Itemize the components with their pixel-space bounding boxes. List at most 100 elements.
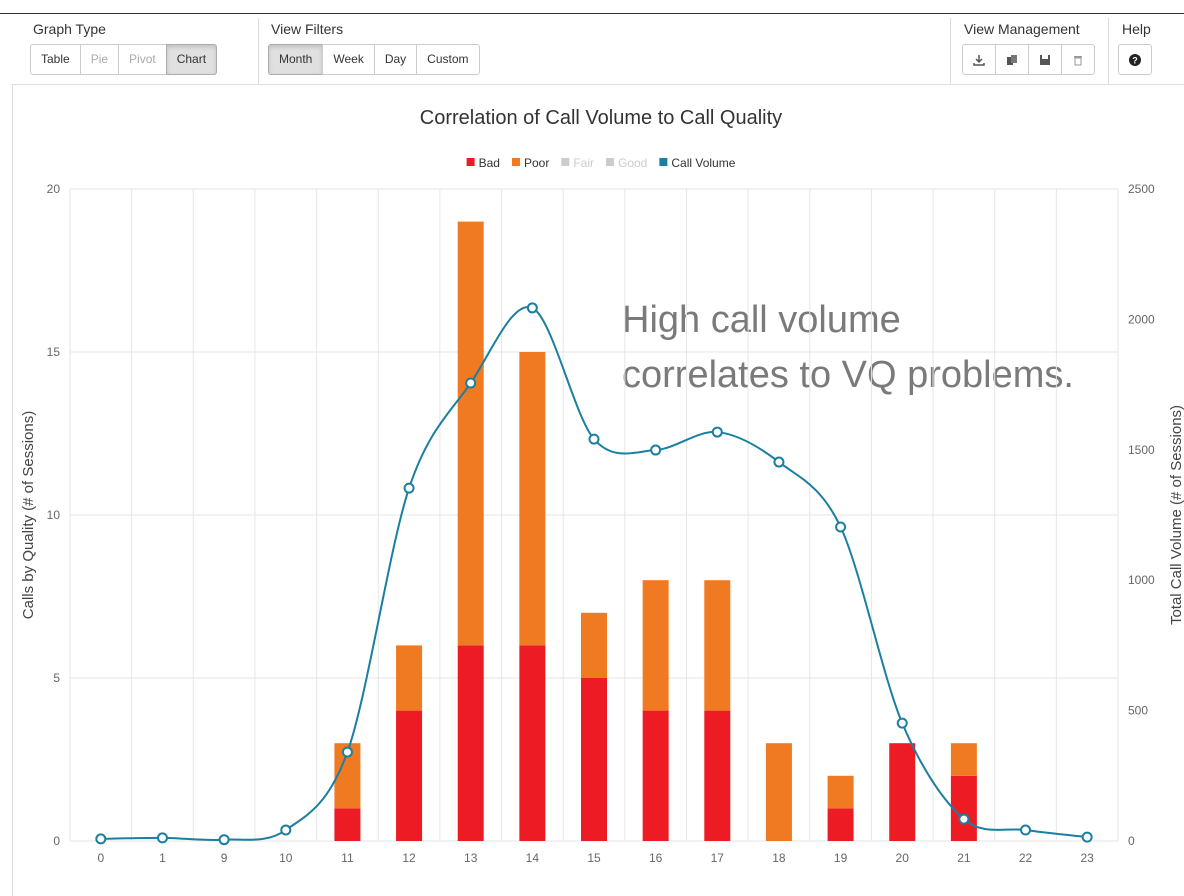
line-point xyxy=(773,456,785,468)
bar xyxy=(704,580,731,711)
line-point xyxy=(1081,831,1093,843)
copy-button[interactable] xyxy=(995,44,1029,75)
y2-tick-label: 500 xyxy=(1128,704,1148,718)
y-tick-label: 0 xyxy=(53,834,60,848)
divider xyxy=(1108,18,1109,84)
toolbar-button: Pie xyxy=(79,44,120,75)
y2-tick-label: 2500 xyxy=(1128,182,1155,196)
x-tick-label: 14 xyxy=(526,851,540,865)
bar xyxy=(827,775,854,809)
x-tick-label: 22 xyxy=(1019,851,1033,865)
line-point xyxy=(650,444,662,456)
x-tick-label: 9 xyxy=(221,851,228,865)
line-point xyxy=(218,834,230,846)
help-icon: ? xyxy=(1129,53,1141,66)
bar xyxy=(765,743,792,841)
x-tick-label: 15 xyxy=(587,851,601,865)
y2-tick-label: 0 xyxy=(1128,834,1135,848)
bar xyxy=(704,710,731,841)
toolbar-button[interactable]: Week xyxy=(322,44,375,75)
x-tick-label: 10 xyxy=(279,851,293,865)
trash-icon xyxy=(1074,55,1082,65)
line-point xyxy=(896,717,908,729)
bar xyxy=(950,743,977,776)
top-border xyxy=(0,13,1184,14)
line-point xyxy=(526,302,538,314)
svg-text:?: ? xyxy=(1132,55,1138,65)
x-tick-label: 18 xyxy=(772,851,786,865)
y-axis-title: Calls by Quality (# of Sessions) xyxy=(20,411,37,619)
bar xyxy=(519,645,546,841)
toolbar-button[interactable]: Chart xyxy=(165,44,218,75)
group-label: Help xyxy=(1122,21,1151,37)
line-point xyxy=(341,746,353,758)
toolbar-button[interactable]: Custom xyxy=(416,44,480,75)
annotation: correlates to VQ problems. xyxy=(622,354,1074,396)
copy-icon xyxy=(1007,54,1017,65)
x-tick-label: 23 xyxy=(1080,851,1094,865)
y-tick-label: 5 xyxy=(53,671,60,685)
group-label: View Management xyxy=(964,21,1080,37)
line-point xyxy=(711,426,723,438)
bar xyxy=(642,580,669,711)
x-tick-label: 0 xyxy=(97,851,104,865)
divider xyxy=(950,18,951,84)
bar xyxy=(827,808,854,841)
y-tick-label: 20 xyxy=(47,182,61,196)
bar xyxy=(396,710,423,841)
save-icon xyxy=(1040,54,1050,65)
delete-button[interactable] xyxy=(1061,44,1095,75)
legend-swatch xyxy=(561,158,570,166)
bar xyxy=(457,221,484,646)
bar xyxy=(889,743,916,841)
toolbar-button[interactable]: Day xyxy=(373,44,418,75)
x-tick-label: 11 xyxy=(341,851,354,865)
x-tick-label: 19 xyxy=(834,851,848,865)
download-button[interactable] xyxy=(962,44,996,75)
toolbar-button[interactable]: Table xyxy=(30,44,81,75)
y-tick-label: 15 xyxy=(47,345,61,359)
legend-swatch xyxy=(511,158,520,166)
legend-swatch xyxy=(466,158,475,166)
line-point xyxy=(465,377,477,389)
legend-label: Call Volume xyxy=(671,156,735,170)
toolbar-button[interactable]: Month xyxy=(268,44,324,75)
line-point xyxy=(156,832,168,844)
legend-label: Good xyxy=(618,156,647,170)
x-tick-label: 20 xyxy=(896,851,910,865)
x-tick-label: 17 xyxy=(711,851,725,865)
x-tick-label: 1 xyxy=(159,851,166,865)
bar xyxy=(457,645,484,841)
x-tick-label: 21 xyxy=(957,851,971,865)
line-point xyxy=(588,433,600,445)
legend-label: Poor xyxy=(524,156,549,170)
legend-swatch xyxy=(606,158,614,166)
y2-tick-label: 1000 xyxy=(1128,573,1155,587)
download-icon xyxy=(973,54,985,66)
legend-swatch xyxy=(659,158,668,166)
toolbar-border xyxy=(12,84,1184,85)
button-group: Table Pie Pivot Chart xyxy=(30,44,218,75)
save-button[interactable] xyxy=(1028,44,1062,75)
view-management-buttons xyxy=(962,44,1095,75)
bar xyxy=(519,352,546,646)
group-label: View Filters xyxy=(271,21,344,37)
y2-tick-label: 1500 xyxy=(1128,443,1155,457)
bar xyxy=(581,612,607,678)
bar xyxy=(396,645,423,711)
line-point xyxy=(1020,824,1032,836)
x-tick-label: 13 xyxy=(464,851,478,865)
help-buttons: ? xyxy=(1118,44,1152,75)
bar xyxy=(334,808,361,841)
line-point xyxy=(95,833,107,845)
line-point xyxy=(403,482,415,494)
y2-tick-label: 2000 xyxy=(1128,312,1155,326)
bar xyxy=(950,775,977,841)
x-tick-label: 16 xyxy=(649,851,663,865)
toolbar-button: Pivot xyxy=(118,44,167,75)
line-point xyxy=(280,824,292,836)
line-point xyxy=(835,521,847,533)
help-button[interactable]: ? xyxy=(1118,44,1152,75)
